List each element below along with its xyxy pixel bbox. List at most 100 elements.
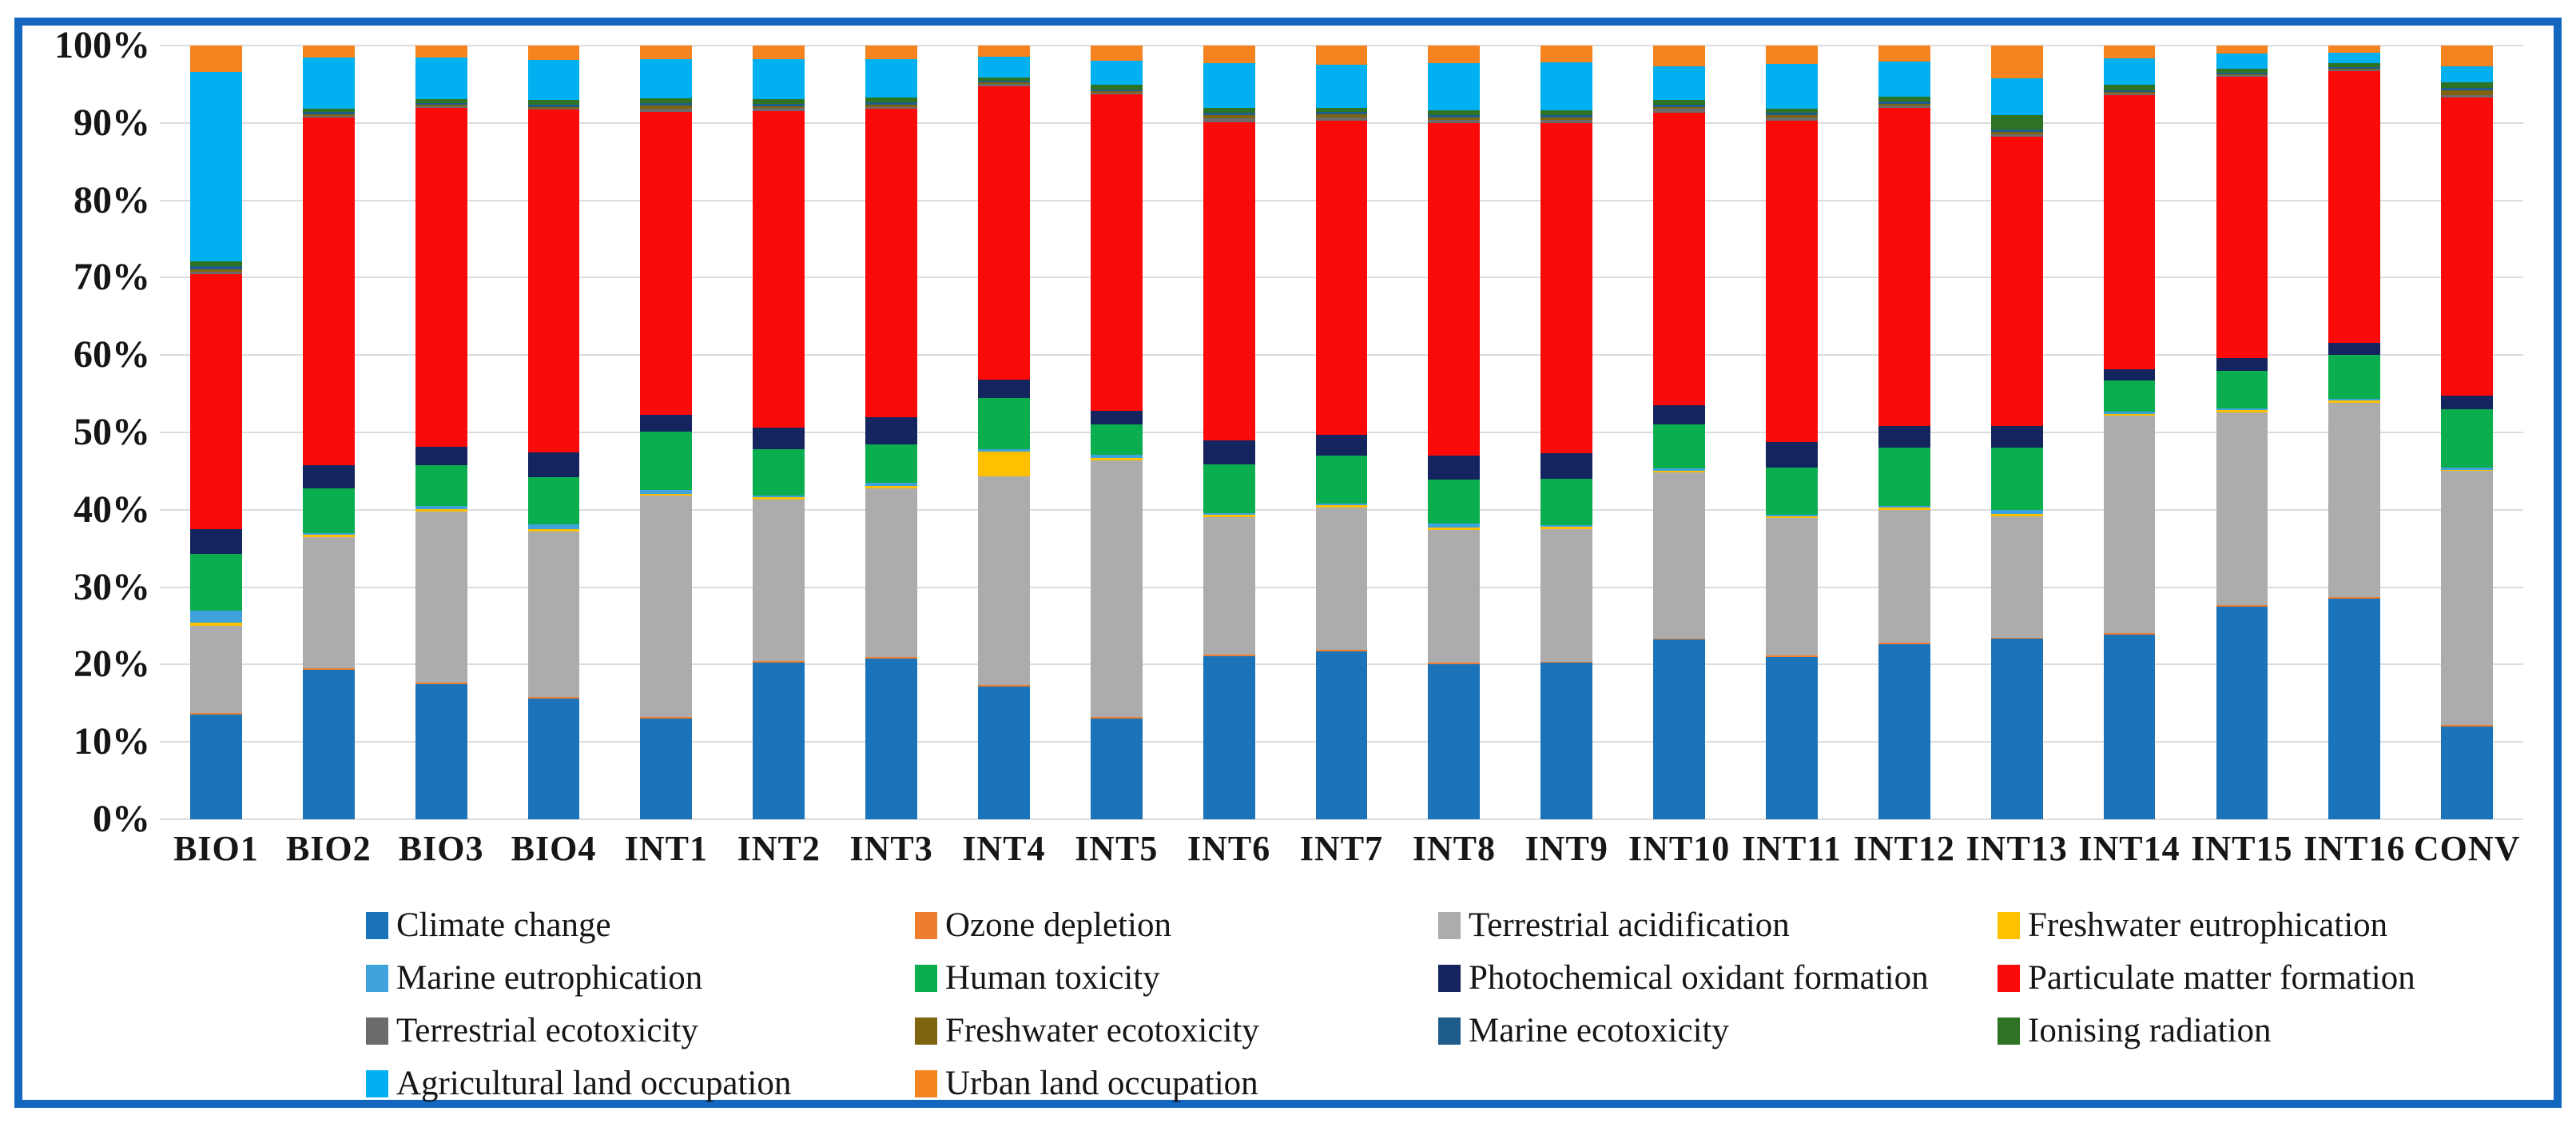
bar-int10 bbox=[1653, 46, 1705, 819]
bar-segment bbox=[1653, 99, 1705, 105]
bar-segment bbox=[2216, 408, 2268, 410]
bar-int12 bbox=[1878, 46, 1930, 819]
bar-segment bbox=[1878, 105, 1930, 108]
bar-segment bbox=[2216, 74, 2268, 77]
bar-segment bbox=[1766, 113, 1818, 116]
y-tick-label: 60% bbox=[74, 333, 150, 376]
legend-swatch bbox=[1438, 965, 1461, 992]
bar-segment bbox=[1653, 405, 1705, 425]
legend-swatch bbox=[915, 912, 937, 939]
legend-item-climate-change: Climate change bbox=[366, 908, 915, 943]
bar-segment bbox=[753, 46, 805, 59]
bar-segment bbox=[2328, 67, 2381, 70]
bar-segment bbox=[302, 464, 355, 488]
x-tick-label-bio4: BIO4 bbox=[511, 829, 597, 868]
x-tick-label-int15: INT15 bbox=[2191, 829, 2293, 868]
bar-segment bbox=[753, 103, 805, 106]
legend-item-photochemical-oxidant-formation: Photochemical oxidant formation bbox=[1438, 961, 1998, 996]
bar-int1 bbox=[640, 46, 693, 819]
bar-bio4 bbox=[527, 46, 580, 819]
bar-segment bbox=[978, 452, 1030, 477]
bar-segment bbox=[1315, 650, 1368, 651]
bar-segment bbox=[1203, 107, 1255, 113]
bar-segment bbox=[978, 82, 1030, 84]
x-tick-label-int2: INT2 bbox=[737, 829, 821, 868]
bar-segment bbox=[302, 668, 355, 671]
bar-segment bbox=[1878, 46, 1930, 62]
bar-segment bbox=[978, 684, 1030, 687]
bar-segment bbox=[1428, 117, 1481, 121]
x-axis: BIO1 BIO2 BIO3 BIO4 INT1 INT2 INT3 INT4 INT5 INT6… bbox=[160, 830, 2523, 868]
bar-segment bbox=[415, 508, 467, 512]
bar-segment bbox=[527, 99, 580, 105]
legend-swatch bbox=[915, 1017, 937, 1045]
bar-segment bbox=[2328, 52, 2381, 64]
bar-segment bbox=[1540, 525, 1593, 528]
bar-segment bbox=[1990, 115, 2043, 129]
bar-segment bbox=[1203, 654, 1255, 656]
legend-label: Urban land occupation bbox=[945, 1065, 1258, 1102]
bar-segment bbox=[1990, 426, 2043, 448]
bar-segment bbox=[415, 511, 467, 683]
x-tick-label-int11: INT11 bbox=[1742, 829, 1842, 868]
bar-segment bbox=[753, 98, 805, 104]
bar-segment bbox=[865, 482, 917, 486]
bar-segment bbox=[1653, 113, 1705, 406]
legend-label: Agricultural land occupation bbox=[396, 1065, 792, 1102]
bar-segment bbox=[1766, 117, 1818, 121]
bar-segment bbox=[2103, 94, 2156, 96]
bar-segment bbox=[1653, 46, 1705, 67]
bar-segment bbox=[1203, 121, 1255, 440]
bar-segment bbox=[1653, 472, 1705, 639]
legend-item-freshwater-ecotoxicity: Freshwater ecotoxicity bbox=[915, 1014, 1438, 1049]
bar-segment bbox=[2441, 395, 2493, 410]
bar-segment bbox=[2441, 90, 2493, 96]
bar-segment bbox=[1878, 101, 1930, 104]
bar-segment bbox=[2441, 97, 2493, 396]
legend-label: Climate change bbox=[396, 906, 611, 944]
bar-segment bbox=[1203, 115, 1255, 119]
bar-segment bbox=[2216, 370, 2268, 409]
legend-swatch bbox=[1998, 965, 2020, 992]
bar-segment bbox=[2328, 70, 2381, 72]
bar-segment bbox=[753, 106, 805, 109]
bar-segment bbox=[2103, 46, 2156, 58]
bar-slot-int16 bbox=[2298, 46, 2411, 819]
bar-int3 bbox=[865, 46, 917, 819]
legend-item-particulate-matter-formation: Particulate matter formation bbox=[1998, 961, 2415, 996]
legend-item-ozone-depletion: Ozone depletion bbox=[915, 908, 1438, 943]
bar-segment bbox=[1766, 516, 1818, 519]
bar-segment bbox=[2328, 399, 2381, 401]
bar-segment bbox=[1878, 448, 1930, 507]
bar-segment bbox=[1090, 91, 1143, 94]
plot-area bbox=[160, 45, 2523, 820]
legend-label: Freshwater ecotoxicity bbox=[945, 1012, 1259, 1049]
bar-segment bbox=[1203, 655, 1255, 819]
bar-segment bbox=[1315, 120, 1368, 435]
bar-segment bbox=[978, 476, 1030, 685]
x-tick-label-int10: INT10 bbox=[1628, 829, 1731, 868]
bar-segment bbox=[1653, 468, 1705, 472]
bar-segment bbox=[1878, 643, 1930, 645]
bar-segment bbox=[640, 432, 693, 490]
bar-slot-bio3 bbox=[385, 46, 498, 819]
bar-segment bbox=[302, 108, 355, 113]
bar-segment bbox=[527, 531, 580, 698]
bar-segment bbox=[415, 464, 467, 507]
bar-segment bbox=[1428, 663, 1481, 665]
legend-item-urban-land-occupation: Urban land occupation bbox=[915, 1066, 1438, 1101]
bar-segment bbox=[1315, 507, 1368, 651]
bar-segment bbox=[2328, 597, 2381, 599]
bar-segment bbox=[190, 623, 242, 627]
bar-segment bbox=[527, 59, 580, 100]
bar-segment bbox=[1090, 424, 1143, 456]
bar-segment bbox=[1990, 516, 2043, 638]
bar-segment bbox=[1203, 63, 1255, 108]
bar-segment bbox=[978, 46, 1030, 57]
bar-segment bbox=[415, 98, 467, 103]
bar-segment bbox=[1315, 504, 1368, 506]
bar-segment bbox=[1428, 528, 1481, 530]
bar-segment bbox=[865, 488, 917, 657]
bar-segment bbox=[302, 57, 355, 109]
bar-segment bbox=[753, 58, 805, 99]
